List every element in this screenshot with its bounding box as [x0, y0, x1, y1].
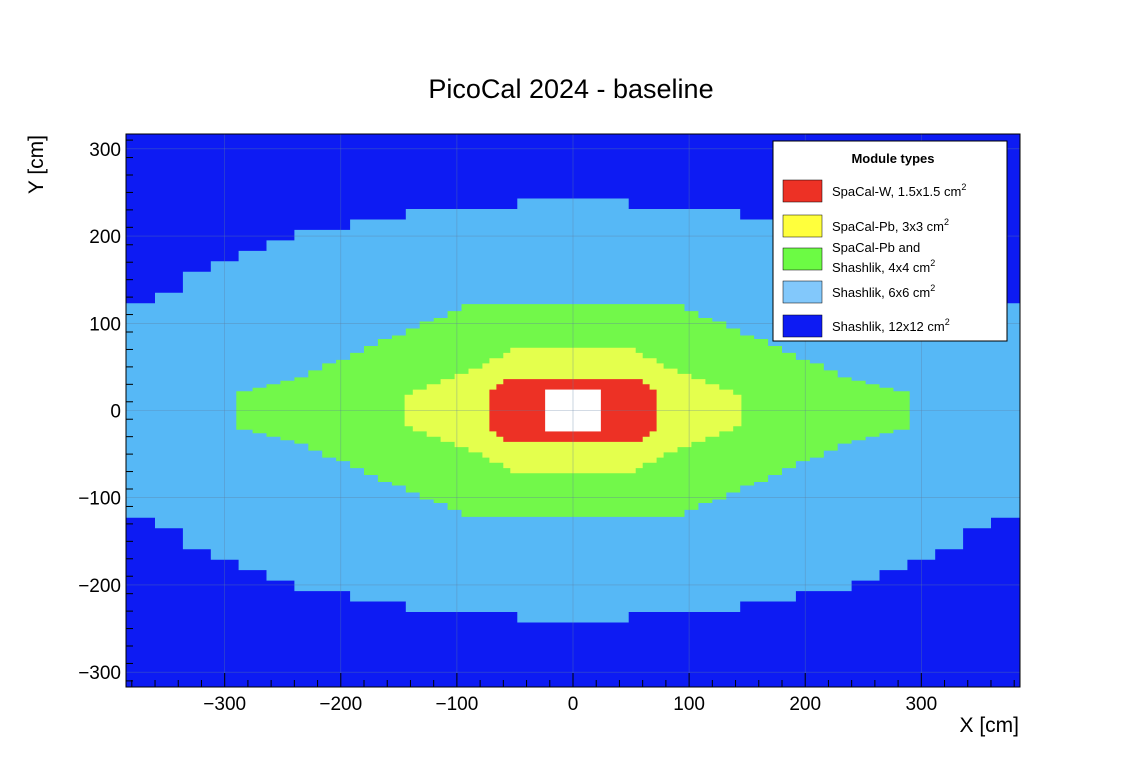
legend-label-shashlik_6: Shashlik, 6x6 cm2	[832, 283, 935, 300]
x-tick-label: 300	[905, 694, 937, 715]
legend-swatch-spacal_w	[782, 179, 823, 203]
legend-label-spacal_pb_shashlik: SpaCal-Pb and	[832, 240, 920, 255]
y-tick-label: −100	[78, 489, 121, 510]
legend-label-spacal_pb: SpaCal-Pb, 3x3 cm2	[832, 217, 949, 234]
x-tick-label: −300	[203, 694, 246, 715]
legend-label-spacal_w: SpaCal-W, 1.5x1.5 cm2	[832, 182, 966, 199]
legend-entries: SpaCal-W, 1.5x1.5 cm2 SpaCal-Pb, 3x3 cm2 S…	[782, 179, 966, 338]
legend-superscript: 2	[930, 258, 935, 268]
y-tick-label: 100	[89, 314, 121, 335]
legend-box	[772, 140, 1008, 342]
y-tick-label: 200	[89, 227, 121, 248]
y-tick-label: −200	[78, 576, 121, 597]
y-axis-label: Y [cm]	[25, 135, 48, 194]
legend: Module types SpaCal-W, 1.5x1.5 cm2SpaCal…	[772, 140, 1008, 342]
y-tick-label: −300	[78, 663, 121, 684]
x-axis-label: X [cm]	[959, 714, 1019, 737]
legend-swatch-spacal_pb_shashlik	[782, 247, 823, 271]
x-tick-label: 0	[568, 694, 579, 715]
y-axis: 300 200 100 0 −100 −200 −300	[78, 139, 133, 684]
legend-swatch-shashlik_6	[782, 280, 823, 304]
legend-superscript: 2	[944, 217, 949, 227]
x-tick-label: −100	[435, 694, 478, 715]
x-tick-label: −200	[319, 694, 362, 715]
legend-swatch-shashlik_12	[782, 314, 823, 338]
y-tick-label: 0	[110, 402, 121, 423]
legend-label-spacal_pb_shashlik-line2: Shashlik, 4x4 cm2	[832, 258, 935, 275]
legend-label-shashlik_12: Shashlik, 12x12 cm2	[832, 317, 950, 334]
x-tick-label: 200	[789, 694, 821, 715]
legend-title: Module types	[851, 151, 934, 166]
grid-lines	[126, 134, 1020, 687]
chart-title: PicoCal 2024 - baseline	[428, 74, 713, 104]
legend-superscript: 2	[961, 182, 966, 192]
legend-superscript: 2	[945, 317, 950, 327]
legend-swatch-spacal_pb	[782, 214, 823, 238]
x-tick-label: 100	[673, 694, 705, 715]
y-tick-label: 300	[89, 140, 121, 161]
legend-superscript: 2	[930, 283, 935, 293]
x-axis: −300 −200 −100 0 100 200 300	[131, 673, 1015, 715]
